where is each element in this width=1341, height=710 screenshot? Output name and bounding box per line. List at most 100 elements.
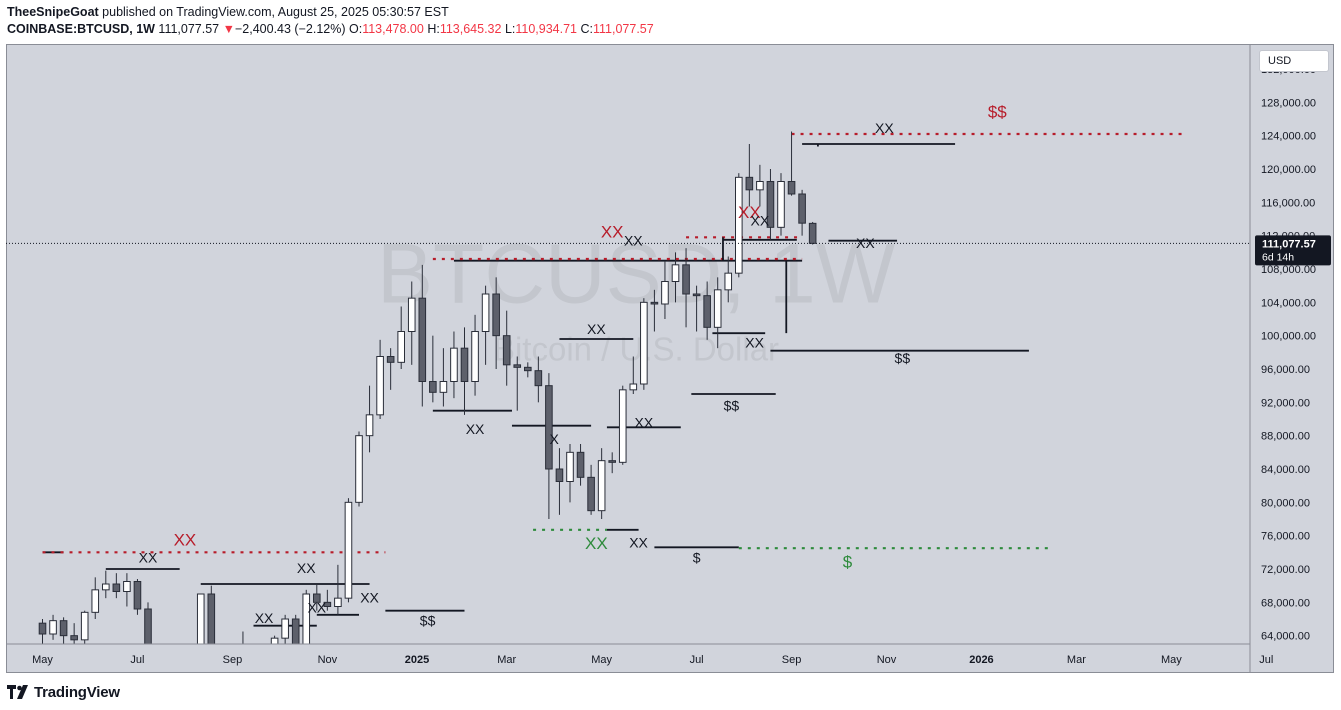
- candle-body[interactable]: [334, 597, 342, 608]
- candle-body[interactable]: [133, 581, 142, 610]
- candle-body[interactable]: [407, 297, 416, 333]
- annotation-label[interactable]: XX: [360, 589, 379, 605]
- candle-body[interactable]: [187, 648, 194, 673]
- candle-body[interactable]: [682, 264, 690, 295]
- annotation-label[interactable]: XX: [856, 235, 875, 251]
- candle-body[interactable]: [481, 293, 490, 332]
- candle-body[interactable]: [534, 370, 543, 387]
- candle-body[interactable]: [59, 620, 68, 637]
- candle-body[interactable]: [250, 669, 257, 673]
- annotation-label[interactable]: $$: [988, 102, 1007, 121]
- candle-body[interactable]: [597, 460, 606, 512]
- candle-body[interactable]: [524, 366, 532, 372]
- annotation-label[interactable]: XX: [307, 599, 326, 615]
- candle-body[interactable]: [724, 272, 733, 291]
- annotation-label[interactable]: XX: [297, 560, 316, 576]
- annotation-label[interactable]: $: [693, 549, 701, 565]
- candle-body[interactable]: [323, 601, 332, 607]
- candle-body[interactable]: [640, 301, 648, 385]
- annotation-label[interactable]: XX: [174, 531, 197, 550]
- candle-body[interactable]: [745, 176, 754, 191]
- annotation-label[interactable]: XX: [139, 549, 158, 565]
- annotation-label[interactable]: XX: [635, 414, 654, 430]
- candle-body[interactable]: [207, 593, 216, 661]
- candle-body[interactable]: [91, 589, 100, 613]
- annotation-label[interactable]: XX: [585, 534, 608, 553]
- candle-body[interactable]: [777, 181, 785, 228]
- currency-button[interactable]: USD: [1259, 50, 1329, 72]
- annotation-label[interactable]: XX: [624, 233, 643, 249]
- candle-body[interactable]: [144, 608, 152, 657]
- author-name[interactable]: TheeSnipeGoat: [7, 5, 99, 19]
- candle-body[interactable]: [566, 451, 574, 483]
- footer-brand[interactable]: TradingView: [7, 682, 120, 702]
- candle-body[interactable]: [650, 301, 659, 305]
- candle-body[interactable]: [439, 381, 448, 393]
- annotation-label[interactable]: XX: [875, 120, 894, 136]
- interval-label[interactable]: 1W: [136, 22, 155, 36]
- candle-body[interactable]: [112, 583, 121, 592]
- annotation-label[interactable]: XX: [629, 534, 648, 550]
- candle-body[interactable]: [102, 583, 110, 591]
- candle-body[interactable]: [155, 657, 162, 674]
- candle-body[interactable]: [429, 381, 437, 393]
- annotation-label[interactable]: $: [843, 552, 853, 571]
- candle-body[interactable]: [587, 476, 595, 512]
- candle-body[interactable]: [450, 347, 458, 382]
- price-chart[interactable]: BTCUSD, 1W Bitcoin / U.S. Dollar XXXXXXX…: [6, 44, 1334, 673]
- annotation-label[interactable]: XX: [601, 222, 624, 241]
- annotation-label[interactable]: XX: [587, 321, 606, 337]
- candle-body[interactable]: [555, 468, 564, 482]
- annotation-label[interactable]: $$: [724, 398, 740, 414]
- candle-body[interactable]: [703, 295, 711, 328]
- candle-body[interactable]: [513, 364, 522, 368]
- symbol-label[interactable]: COINBASE:BTCUSD,: [7, 22, 133, 36]
- candle-body[interactable]: [471, 331, 479, 382]
- annotation-label[interactable]: XX: [255, 610, 274, 626]
- candle-body[interactable]: [270, 637, 279, 671]
- candle-body[interactable]: [735, 176, 743, 274]
- candle-body[interactable]: [671, 264, 680, 282]
- candle-body[interactable]: [196, 593, 205, 648]
- candle-body[interactable]: [38, 622, 47, 635]
- candle-body[interactable]: [376, 356, 384, 416]
- candle-body[interactable]: [618, 389, 627, 463]
- candle-body[interactable]: [70, 635, 78, 641]
- candle-body[interactable]: [460, 347, 469, 382]
- candle-body[interactable]: [291, 618, 300, 644]
- candle-body[interactable]: [302, 593, 311, 644]
- candle-body[interactable]: [766, 181, 775, 228]
- candle-body[interactable]: [608, 460, 617, 463]
- candle-body[interactable]: [123, 581, 131, 592]
- candle-body[interactable]: [344, 501, 353, 599]
- candle-body[interactable]: [80, 611, 89, 641]
- candle-body[interactable]: [787, 181, 796, 195]
- candle-body[interactable]: [661, 281, 669, 305]
- annotation-label[interactable]: XX: [745, 334, 764, 350]
- candle-body[interactable]: [756, 181, 764, 191]
- candle-body[interactable]: [355, 435, 363, 503]
- candle-body[interactable]: [808, 222, 817, 244]
- candle-body[interactable]: [576, 451, 585, 478]
- annotation-label[interactable]: XX: [751, 213, 770, 229]
- annotation-label[interactable]: $$: [420, 613, 436, 629]
- candle-body[interactable]: [798, 193, 806, 224]
- candle-body[interactable]: [492, 293, 500, 337]
- annotation-label[interactable]: XX: [466, 421, 485, 437]
- candle-body[interactable]: [418, 297, 427, 383]
- candle-body[interactable]: [545, 385, 553, 470]
- candle-body[interactable]: [713, 289, 722, 328]
- annotation-label[interactable]: $$: [895, 350, 911, 366]
- candle-body[interactable]: [365, 414, 374, 437]
- candle-body[interactable]: [261, 671, 268, 673]
- chart-panel[interactable]: [6, 44, 1334, 673]
- candle-body[interactable]: [313, 593, 321, 603]
- candle-body[interactable]: [502, 335, 511, 366]
- candle-body[interactable]: [692, 293, 701, 297]
- candle-body[interactable]: [386, 356, 395, 363]
- annotation-label[interactable]: XX: [738, 203, 761, 222]
- candle-body[interactable]: [49, 620, 57, 635]
- candle-body[interactable]: [629, 383, 638, 391]
- candle-body[interactable]: [281, 618, 289, 639]
- annotation-label[interactable]: X: [550, 431, 560, 447]
